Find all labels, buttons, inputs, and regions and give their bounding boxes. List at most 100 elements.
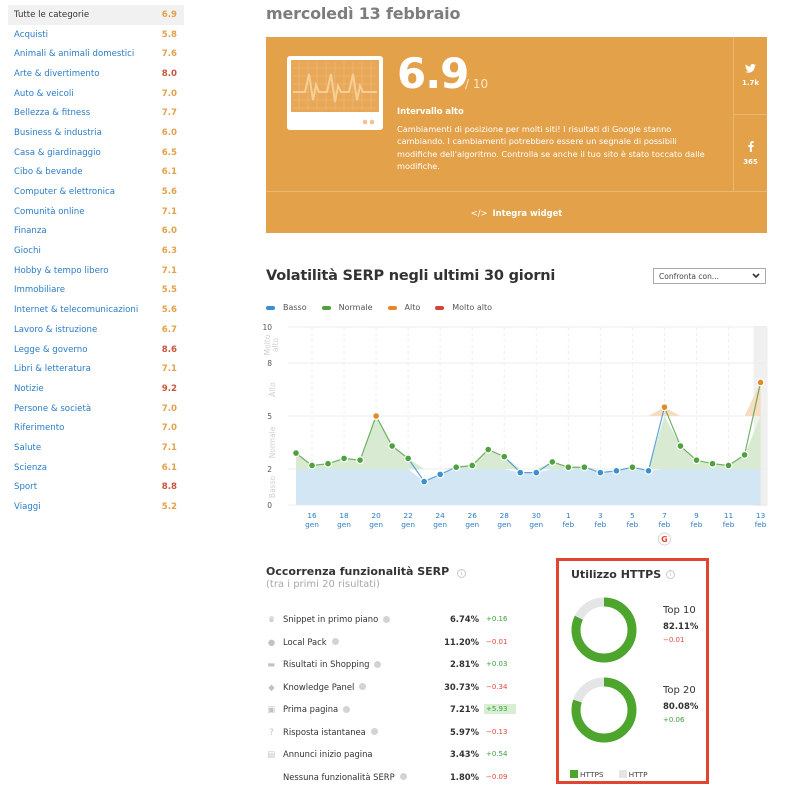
category-score: 7.1 [161,364,177,375]
category-item[interactable]: Hobby & tempo libero 7.1 [8,261,184,281]
category-score: 8.8 [161,482,177,493]
category-item[interactable]: Persone & società 7.0 [8,399,184,419]
info-icon[interactable] [374,660,382,668]
compare-select-value: Confronta con... [659,271,720,281]
info-icon[interactable]: i [666,570,676,579]
serp-features-list: ♛ Snippet in primo piano 6.74% +0.16 ● Lo… [266,608,516,786]
https-top10-pct: 82.11% [663,622,699,632]
svg-text:gen: gen [369,520,383,529]
category-label: Tutte le categorie [14,9,90,20]
category-item[interactable]: Notizie 9.2 [8,379,184,399]
code-icon: </> [470,207,488,218]
twitter-icon [745,64,756,73]
svg-text:13: 13 [756,511,766,520]
https-top10-delta: −0.01 [663,636,685,644]
legend-item[interactable]: Molto alto [435,303,492,312]
category-label: Sport [14,482,38,493]
twitter-share-button[interactable]: 1.7k [734,37,767,114]
svg-text:feb: feb [659,520,671,529]
serp-feature-delta: +5.93 [484,704,516,715]
range-description: Cambiamenti di posizione per molti siti!… [397,124,705,171]
twitter-share-count: 1.7k [741,79,760,87]
facebook-share-button[interactable]: 365 [734,114,767,191]
info-icon[interactable] [359,683,367,691]
svg-text:20: 20 [371,511,381,520]
info-icon[interactable] [370,728,378,736]
serp-feature-pct: 3.43% [449,749,479,760]
category-item[interactable]: Sport 8.8 [8,478,184,498]
category-score: 6.0 [161,226,177,237]
category-item[interactable]: Computer & elettronica 5.6 [8,182,184,202]
category-item[interactable]: Arte & divertimento 8.0 [8,64,184,84]
category-label: Giochi [14,246,41,257]
category-item[interactable]: Animali & animali domestici 7.6 [8,44,184,64]
info-icon[interactable] [399,773,407,781]
https-title: Utilizzo HTTPS i [571,568,676,581]
svg-text:28: 28 [500,511,510,520]
category-score: 7.0 [161,423,177,434]
serp-feature-delta: −0.13 [486,727,508,736]
category-score: 6.1 [161,462,177,473]
category-item[interactable]: Libri & letteratura 7.1 [8,359,184,379]
category-score: 7.0 [161,88,177,99]
category-item[interactable]: Scienza 6.1 [8,458,184,478]
info-icon[interactable] [383,615,391,623]
svg-text:gen: gen [401,520,415,529]
https-top20-pct: 80.08% [663,702,699,712]
category-item[interactable]: Riferimento 7.0 [8,418,184,438]
category-label: Scienza [14,462,48,473]
serp-feature-name: Snippet in primo piano [283,614,379,625]
category-item[interactable]: Finanza 6.0 [8,222,184,242]
category-label: Legge & governo [14,344,88,355]
svg-text:2: 2 [267,465,272,474]
legend-item[interactable]: Normale [321,303,373,312]
category-item[interactable]: Legge & governo 8.6 [8,340,184,360]
category-item[interactable]: Immobiliare 5.5 [8,281,184,301]
svg-text:Normale: Normale [268,426,277,458]
svg-text:feb: feb [595,520,607,529]
category-label: Persone & società [14,403,92,414]
svg-text:feb: feb [691,520,703,529]
legend-item[interactable]: Alto [387,303,420,312]
category-label: Viaggi [14,502,41,513]
category-item[interactable]: Comunità online 7.1 [8,202,184,222]
category-score: 9.2 [161,383,177,394]
info-icon[interactable] [331,638,339,646]
serp-feature-row: ● Local Pack 11.20% −0.01 [266,631,516,654]
category-item[interactable]: Business & industria 6.0 [8,123,184,143]
serp-feature-name: Annunci inizio pagina [283,749,373,760]
category-label: Riferimento [14,423,65,434]
serp-feature-pct: 1.80% [449,771,479,782]
category-item[interactable]: Acquisti 5.8 [8,25,184,45]
category-item[interactable]: Giochi 6.3 [8,241,184,261]
category-item[interactable]: Bellezza & fitness 7.7 [8,103,184,123]
svg-text:8: 8 [267,359,272,368]
legend-item[interactable]: Basso [266,303,307,312]
category-item[interactable]: Salute 7.1 [8,438,184,458]
serp-feature-pct: 11.20% [444,636,479,647]
shopping-cart-icon: ▬ [267,659,276,670]
category-item[interactable]: Auto & veicoli 7.0 [8,84,184,104]
category-label: Libri & letteratura [14,364,91,375]
embed-widget-button[interactable]: </> Integra widget [266,191,767,233]
category-item[interactable]: Lavoro & istruzione 6.7 [8,320,184,340]
compare-select[interactable]: Confronta con... [653,268,766,284]
serp-feature-delta: +0.54 [486,750,508,759]
category-item[interactable]: Cibo & bevande 6.1 [8,163,184,183]
svg-text:gen: gen [433,520,447,529]
serp-feature-pct: 30.73% [444,681,479,692]
category-item[interactable]: Casa & giardinaggio 6.5 [8,143,184,163]
category-label: Cibo & bevande [14,167,83,178]
serp-feature-row: ▬ Risultati in Shopping 2.81% +0.03 [266,653,516,676]
category-score: 6.5 [161,147,177,158]
svg-text:gen: gen [465,520,479,529]
svg-text:11: 11 [724,511,733,520]
category-item[interactable]: Viaggi 5.2 [8,497,184,517]
category-item[interactable]: Internet & telecomunicazioni 5.6 [8,300,184,320]
serp-feature-name: Prima pagina [283,704,339,715]
info-icon[interactable]: i [457,569,467,578]
info-icon[interactable] [343,705,351,713]
category-item[interactable]: Tutte le categorie 6.9 [8,5,184,25]
svg-text:Alto: Alto [268,382,277,397]
serp-feature-row: ▤ Annunci inizio pagina 3.43% +0.54 [266,743,516,766]
